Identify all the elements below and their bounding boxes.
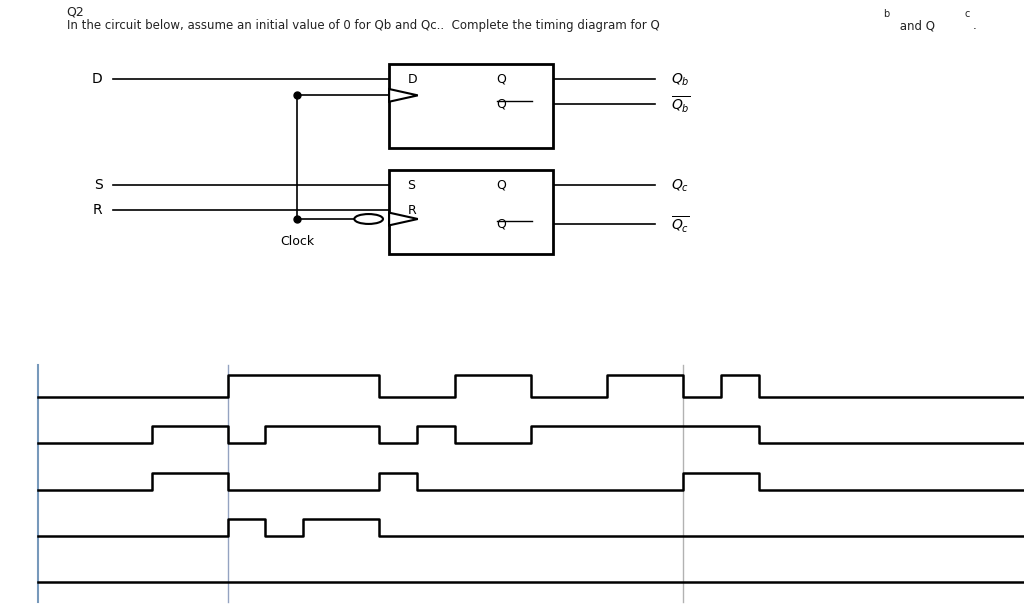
Text: R: R [93,203,102,217]
Text: $\overline{Q_c}$: $\overline{Q_c}$ [671,214,689,234]
Circle shape [354,214,383,224]
Text: D: D [92,72,102,86]
Text: $\overline{Q_b}$: $\overline{Q_b}$ [671,94,690,114]
Text: Q: Q [497,179,507,192]
Text: Q: Q [497,73,507,86]
Text: Clock: Clock [280,235,314,248]
Text: R: R [408,203,417,217]
Text: S: S [93,178,102,192]
Text: In the circuit below, assume an initial value of 0 for Qb and Qc..  Complete the: In the circuit below, assume an initial … [67,19,659,32]
Text: $Q_c$: $Q_c$ [671,177,689,194]
Text: Q: Q [497,97,507,111]
Polygon shape [389,213,418,225]
Text: b: b [883,9,889,19]
Text: and Q: and Q [896,19,935,32]
Text: S: S [408,179,416,192]
Text: $Q_b$: $Q_b$ [671,71,689,88]
Text: D: D [408,73,417,86]
Text: Q: Q [497,218,507,231]
Text: Q2: Q2 [67,5,84,18]
Polygon shape [389,89,418,102]
Text: .: . [973,19,977,32]
Bar [389,63,553,149]
Bar [389,169,553,255]
Text: c: c [965,9,970,19]
